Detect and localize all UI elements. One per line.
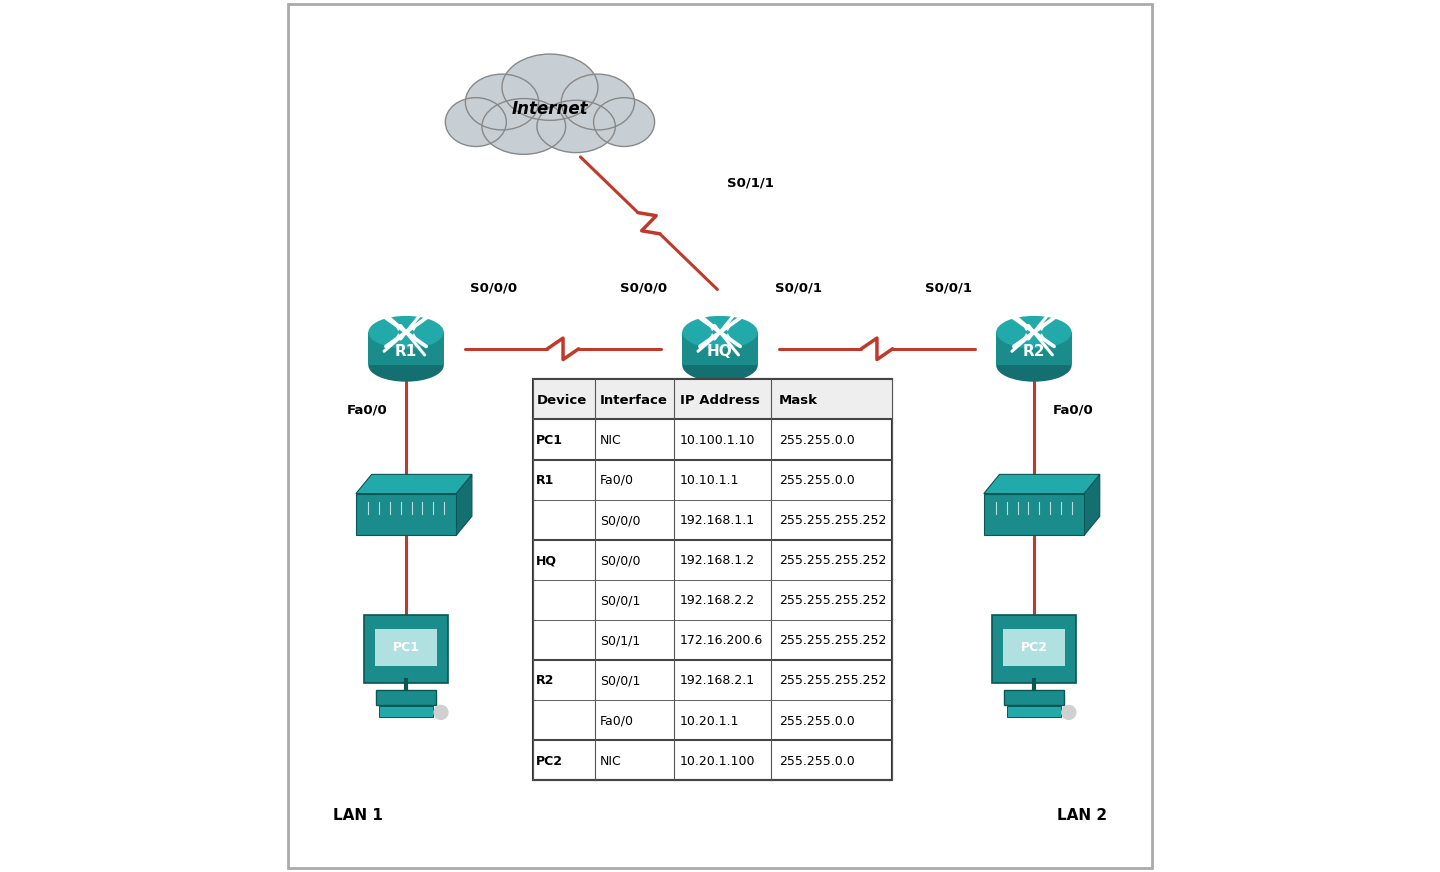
Text: PC1: PC1 [536,433,563,446]
Ellipse shape [996,316,1071,349]
Text: S0/0/1: S0/0/1 [775,282,822,294]
Text: R1: R1 [536,473,554,487]
Text: S0/0/0: S0/0/0 [600,514,641,527]
Ellipse shape [369,349,444,382]
FancyBboxPatch shape [288,4,1152,868]
Text: Fa0/0: Fa0/0 [1053,404,1093,416]
Text: S0/0/0: S0/0/0 [619,282,667,294]
Text: S0/1/1: S0/1/1 [600,634,641,647]
Text: LAN 2: LAN 2 [1057,807,1107,823]
Text: 192.168.1.1: 192.168.1.1 [680,514,755,527]
Ellipse shape [445,98,507,146]
Text: S0/0/0: S0/0/0 [600,554,641,567]
Text: 255.255.255.252: 255.255.255.252 [779,634,886,647]
Text: 10.100.1.10: 10.100.1.10 [680,433,755,446]
Text: 255.255.0.0: 255.255.0.0 [779,754,854,767]
Text: 172.16.200.6: 172.16.200.6 [680,634,763,647]
FancyBboxPatch shape [984,494,1084,535]
Text: R2: R2 [536,674,554,687]
Text: 255.255.0.0: 255.255.0.0 [779,714,854,727]
Ellipse shape [996,349,1071,382]
FancyBboxPatch shape [369,332,444,365]
Text: NIC: NIC [600,433,622,446]
Circle shape [1061,705,1076,719]
Text: S0/0/1: S0/0/1 [600,674,641,687]
FancyBboxPatch shape [379,706,433,717]
FancyBboxPatch shape [996,332,1071,365]
Ellipse shape [593,98,655,146]
FancyBboxPatch shape [533,379,891,419]
Ellipse shape [482,99,566,154]
Ellipse shape [537,100,615,153]
Text: PC1: PC1 [393,641,419,654]
Polygon shape [984,474,1100,494]
Ellipse shape [683,349,757,382]
FancyBboxPatch shape [1004,690,1064,705]
FancyBboxPatch shape [376,629,436,666]
Text: 10.10.1.1: 10.10.1.1 [680,473,739,487]
Text: S0/1/1: S0/1/1 [727,177,773,189]
Text: S0/0/1: S0/0/1 [600,594,641,607]
Text: 255.255.0.0: 255.255.0.0 [779,473,854,487]
Ellipse shape [503,54,598,120]
FancyBboxPatch shape [533,379,891,780]
Text: 255.255.0.0: 255.255.0.0 [779,433,854,446]
Text: R2: R2 [1022,344,1045,359]
Polygon shape [456,474,472,535]
FancyBboxPatch shape [683,332,757,365]
Text: 10.20.1.100: 10.20.1.100 [680,754,755,767]
Text: HQ: HQ [707,344,733,359]
Text: 192.168.1.2: 192.168.1.2 [680,554,755,567]
Circle shape [433,705,448,719]
Ellipse shape [683,316,757,349]
Text: HQ: HQ [536,554,557,567]
Text: 10.20.1.1: 10.20.1.1 [680,714,739,727]
Ellipse shape [465,74,539,130]
FancyBboxPatch shape [356,494,456,535]
Text: R1: R1 [395,344,418,359]
Ellipse shape [369,316,444,349]
Text: 255.255.255.252: 255.255.255.252 [779,674,886,687]
Text: PC2: PC2 [536,754,563,767]
Polygon shape [1084,474,1100,535]
Text: PC2: PC2 [1021,641,1047,654]
Text: Fa0/0: Fa0/0 [600,714,634,727]
Text: LAN 1: LAN 1 [333,807,383,823]
Text: NIC: NIC [600,754,622,767]
FancyBboxPatch shape [992,615,1076,683]
Text: IP Address: IP Address [680,393,759,406]
FancyBboxPatch shape [467,100,632,135]
FancyBboxPatch shape [1004,629,1064,666]
Text: Internet: Internet [511,100,589,118]
Polygon shape [356,474,472,494]
Text: Interface: Interface [600,393,668,406]
Text: S0/0/1: S0/0/1 [924,282,972,294]
Text: S0/0/0: S0/0/0 [469,282,517,294]
Text: Fa0/0: Fa0/0 [347,404,387,416]
Text: 255.255.255.252: 255.255.255.252 [779,554,886,567]
Ellipse shape [562,74,635,130]
Text: Fa0/0: Fa0/0 [600,473,634,487]
Text: 255.255.255.252: 255.255.255.252 [779,514,886,527]
Text: 192.168.2.1: 192.168.2.1 [680,674,755,687]
Text: 192.168.2.2: 192.168.2.2 [680,594,755,607]
FancyBboxPatch shape [376,690,436,705]
FancyBboxPatch shape [1007,706,1061,717]
Text: Mask: Mask [779,393,818,406]
FancyBboxPatch shape [364,615,448,683]
Text: 255.255.255.252: 255.255.255.252 [779,594,886,607]
Text: Device: Device [536,393,586,406]
